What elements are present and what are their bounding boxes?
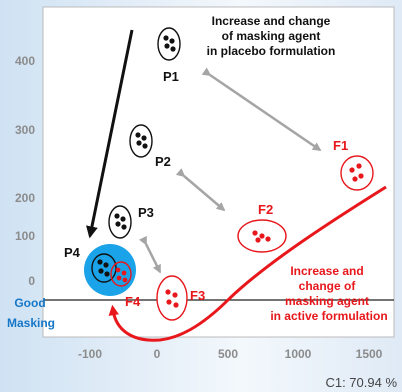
placebo-point-p4 <box>91 253 117 283</box>
point-label-f2: F2 <box>258 202 273 217</box>
placebo-annotation-line: in placebo formulation <box>207 44 336 58</box>
active-annotation-line: Increase and <box>290 264 363 278</box>
placebo-annotation-line: Increase and change <box>212 14 331 28</box>
point-label-f3: F3 <box>190 288 205 303</box>
placebo-annotation-line: of masking agent <box>222 29 321 43</box>
point-label-f1: F1 <box>333 138 348 153</box>
x-tick-label: 1000 <box>285 347 312 361</box>
placebo-annotation: Increase and change of masking agent in … <box>207 14 336 58</box>
component-variance-label: C1: 70.94 % <box>325 375 397 390</box>
y-tick-label: 200 <box>15 191 35 205</box>
placebo-point-p2 <box>129 124 153 158</box>
active-trend-arrow <box>108 185 387 342</box>
y-tick-label: 100 <box>15 229 35 243</box>
pair-arrow-p3-f3 <box>138 235 162 274</box>
good-masking-label: Good <box>14 296 45 310</box>
point-label-p1: P1 <box>163 69 179 84</box>
active-annotation-line: masking agent <box>285 294 369 308</box>
active-annotation: Increase and change of masking agent in … <box>270 264 387 323</box>
y-tick-label: 0 <box>28 274 35 288</box>
active-annotation-line: in active formulation <box>270 309 387 323</box>
active-point-f1 <box>340 155 374 191</box>
placebo-point-p3 <box>108 205 132 239</box>
y-tick-label: 400 <box>15 54 35 68</box>
pair-arrow-p2-f2 <box>175 168 226 212</box>
active-point-f4 <box>110 261 132 287</box>
point-label-p4: P4 <box>64 245 81 260</box>
point-label-f4: F4 <box>125 294 141 309</box>
active-point-f2 <box>237 219 287 253</box>
placebo-point-p1 <box>157 27 181 61</box>
placebo-trend-arrow <box>86 29 134 239</box>
active-annotation-line: change of <box>299 279 357 293</box>
y-tick-label: 300 <box>15 123 35 137</box>
point-label-p3: P3 <box>138 205 154 220</box>
x-tick-label: 1500 <box>356 347 383 361</box>
active-point-f3 <box>156 275 188 321</box>
x-tick-label: 500 <box>218 347 238 361</box>
good-masking-label: Masking <box>7 316 55 330</box>
pair-arrow-p1-f1 <box>201 67 322 152</box>
point-label-p2: P2 <box>155 154 171 169</box>
x-tick-label: -100 <box>78 347 102 361</box>
x-tick-label: 0 <box>154 347 161 361</box>
